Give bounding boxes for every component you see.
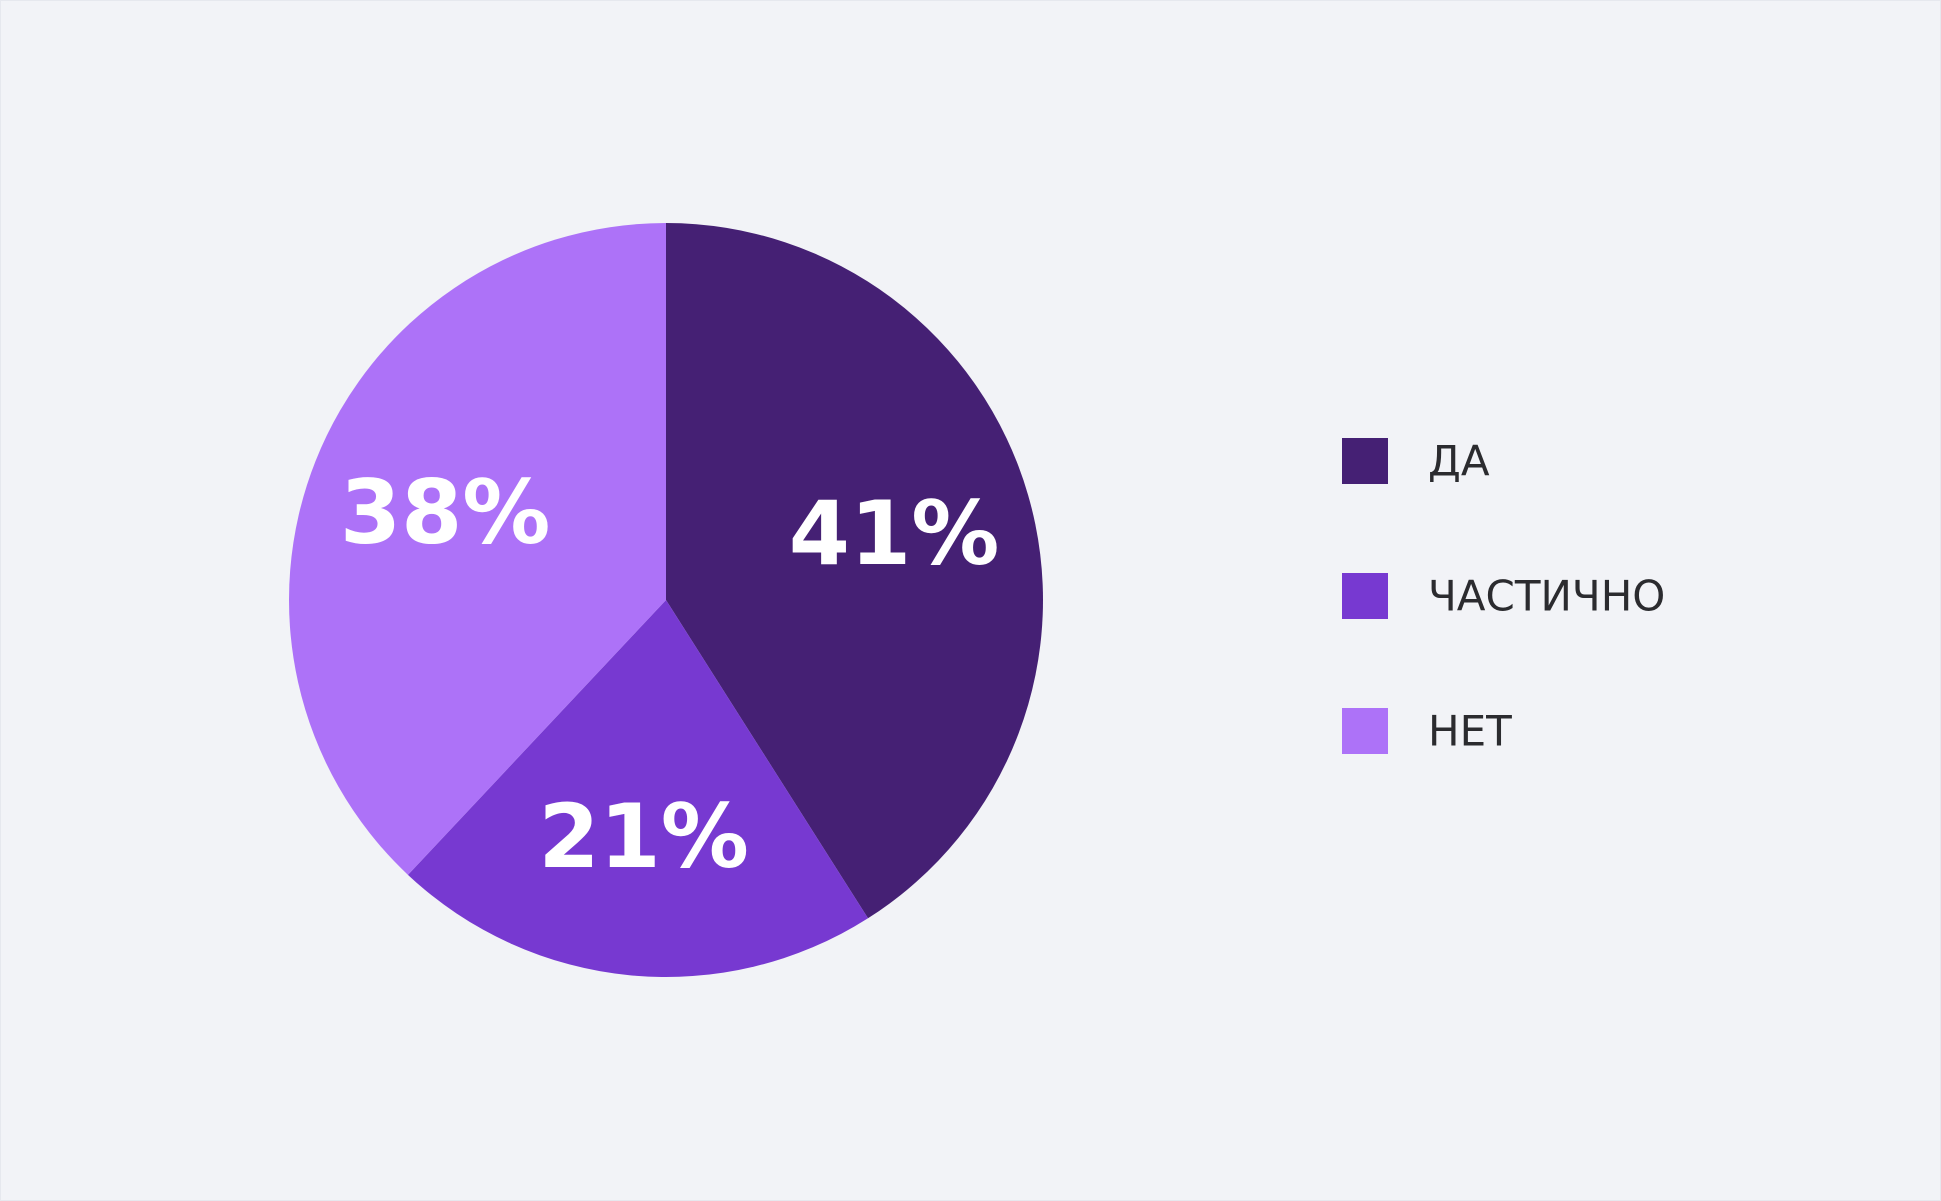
pie-value-labels: 41% 21% 38% <box>340 461 1000 888</box>
legend: ДА ЧАСТИЧНО НЕТ <box>1342 437 1665 756</box>
pie-slice-1 <box>666 223 1043 919</box>
pie-slice-3 <box>289 223 666 875</box>
slice-value-label: 41% <box>789 482 1000 585</box>
legend-swatch <box>1342 438 1388 484</box>
pie-slice-2 <box>407 600 869 978</box>
pie-slices <box>289 223 1043 978</box>
legend-label: ЧАСТИЧНО <box>1428 572 1665 621</box>
legend-label: ДА <box>1428 437 1490 486</box>
legend-swatch <box>1342 708 1388 754</box>
slice-value-label: 38% <box>340 461 551 564</box>
legend-label: НЕТ <box>1428 707 1512 756</box>
slice-value-label: 21% <box>538 785 749 888</box>
legend-swatch <box>1342 573 1388 619</box>
